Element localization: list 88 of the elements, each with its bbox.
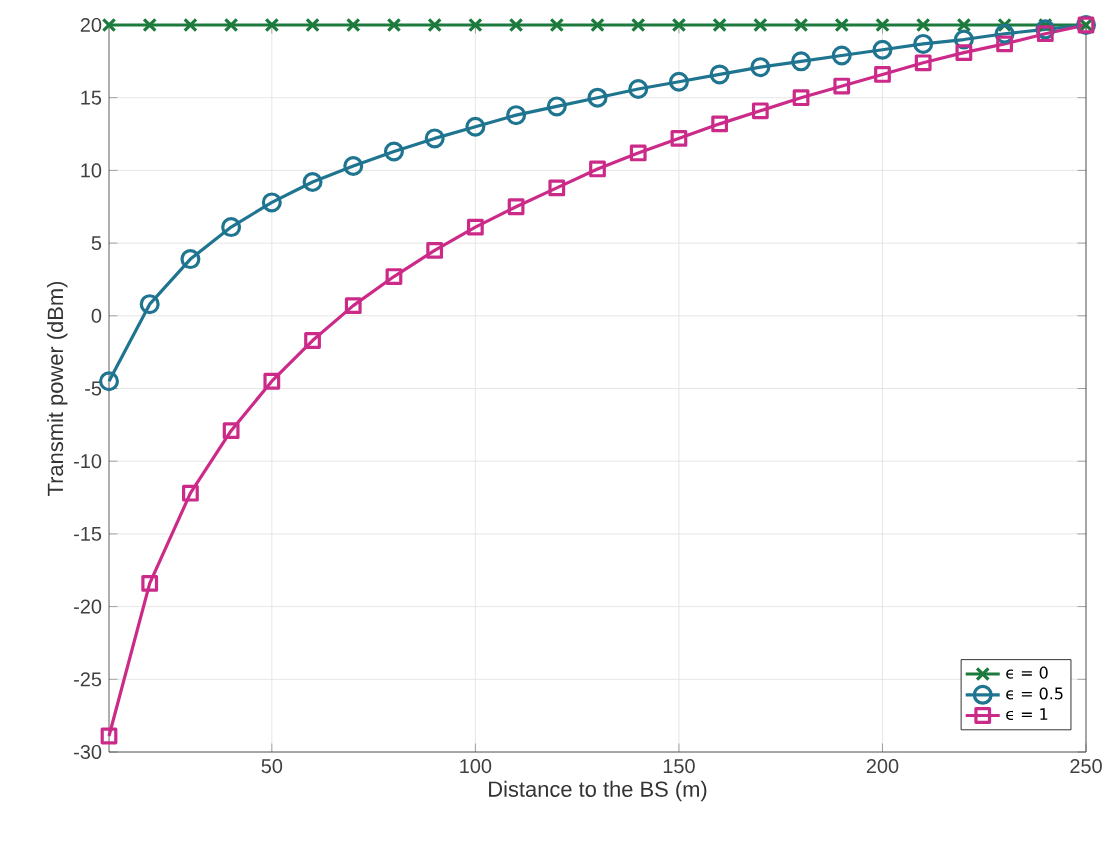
x-tick-label: 150 xyxy=(663,759,695,774)
point xyxy=(753,17,768,33)
point xyxy=(630,17,646,33)
point xyxy=(791,51,812,72)
point xyxy=(222,422,240,440)
x-tick-label: 200 xyxy=(866,759,899,774)
y-tick-label: -15 xyxy=(74,526,102,541)
point xyxy=(955,44,973,62)
point xyxy=(466,218,484,236)
legend-label: ϵ = 1 xyxy=(1006,708,1048,721)
x-tick-label: 250 xyxy=(1070,759,1102,774)
point xyxy=(750,57,771,78)
point xyxy=(100,727,118,745)
point xyxy=(139,294,160,315)
point xyxy=(793,17,809,33)
point xyxy=(426,241,444,259)
point xyxy=(833,77,851,95)
point xyxy=(913,33,934,54)
point xyxy=(872,39,893,60)
point xyxy=(711,115,729,133)
point xyxy=(101,17,117,33)
point xyxy=(506,105,527,126)
point xyxy=(712,17,727,33)
point xyxy=(424,128,445,149)
point xyxy=(875,17,890,33)
point xyxy=(834,17,850,33)
y-tick-label: 5 xyxy=(91,236,102,251)
point xyxy=(792,89,810,107)
y-tick-label: -5 xyxy=(85,381,102,396)
y-tick-label: 0 xyxy=(91,308,102,323)
point xyxy=(304,332,321,349)
point xyxy=(305,17,320,33)
y-tick-label: -10 xyxy=(74,454,102,469)
point xyxy=(751,102,769,120)
point xyxy=(548,179,566,197)
point xyxy=(507,198,525,216)
point xyxy=(264,17,280,33)
point xyxy=(427,17,442,33)
point xyxy=(99,371,119,392)
point xyxy=(465,116,486,137)
y-tick-label: -30 xyxy=(74,744,102,760)
point xyxy=(223,17,239,33)
point xyxy=(344,297,362,315)
x-tick-label: 100 xyxy=(460,759,492,774)
point xyxy=(263,372,281,390)
point xyxy=(831,45,852,66)
point xyxy=(386,17,402,33)
point xyxy=(956,17,972,33)
point xyxy=(180,249,201,270)
y-tick-label: -20 xyxy=(74,599,102,614)
point xyxy=(345,17,361,33)
point xyxy=(915,17,931,33)
point xyxy=(628,78,649,99)
point xyxy=(302,172,323,193)
point xyxy=(914,54,932,72)
point xyxy=(468,17,483,33)
point xyxy=(668,71,689,92)
point xyxy=(587,87,608,108)
y-tick-label: 20 xyxy=(80,17,102,33)
point xyxy=(221,217,242,238)
point xyxy=(549,17,565,33)
y-tick-label: 10 xyxy=(81,163,102,178)
legend-label: ϵ = 0 xyxy=(1006,666,1048,679)
point xyxy=(261,192,282,213)
point xyxy=(141,574,159,592)
point xyxy=(671,17,687,33)
point xyxy=(183,17,198,33)
point xyxy=(629,144,647,162)
x-tick-label: 50 xyxy=(261,759,283,774)
y-axis-title: Transmit power (dBm) xyxy=(47,281,68,496)
point xyxy=(874,66,891,83)
point xyxy=(590,17,605,33)
y-tick-label: -25 xyxy=(74,672,102,687)
point xyxy=(709,64,730,85)
point xyxy=(182,484,199,502)
point xyxy=(385,268,403,285)
point xyxy=(343,156,364,177)
point xyxy=(589,160,606,178)
point xyxy=(508,17,524,33)
legend-label: ϵ = 0.5 xyxy=(1006,687,1063,700)
point xyxy=(670,130,688,147)
y-tick-label: 15 xyxy=(81,90,102,105)
point xyxy=(1036,25,1054,43)
x-axis-title: Distance to the BS (m) xyxy=(489,780,707,802)
point xyxy=(383,141,404,162)
point xyxy=(996,35,1013,53)
point xyxy=(142,17,157,33)
point xyxy=(546,96,567,117)
